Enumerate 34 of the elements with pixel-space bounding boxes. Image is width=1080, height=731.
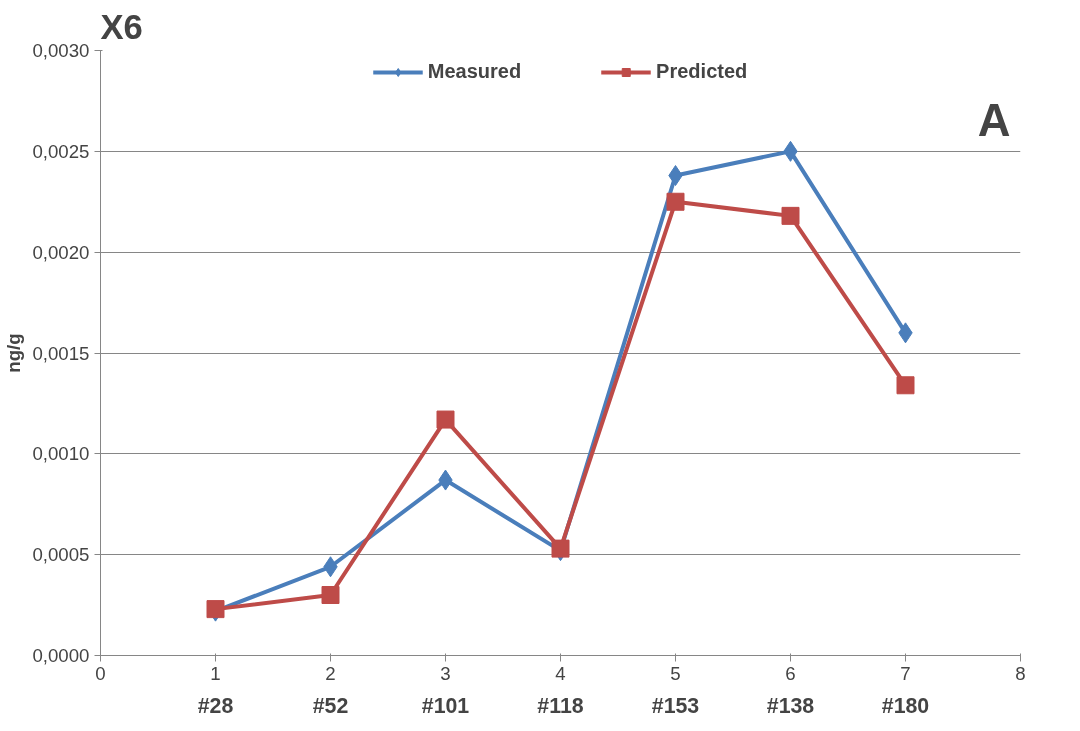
point — [321, 586, 340, 604]
x-tick-label: 8 — [1015, 662, 1026, 684]
y-tick-label: 0,0000 — [32, 645, 90, 666]
x-tick-label: 4 — [555, 662, 566, 684]
y-tick-label: 0,0020 — [32, 241, 90, 263]
text: #101 — [421, 693, 470, 718]
point — [551, 539, 570, 558]
point — [781, 206, 800, 225]
x-tick-label: 1 — [210, 662, 221, 684]
y-tick-label: 0,0010 — [32, 443, 90, 465]
x-tick-label: 2 — [325, 662, 336, 684]
y-tick-label: 0,0025 — [32, 140, 90, 162]
point — [896, 376, 915, 395]
y-tick-label: 0,0005 — [32, 544, 90, 566]
x-tick-label: 6 — [785, 662, 796, 684]
text: #52 — [312, 693, 349, 718]
y-tick-label: 0,0015 — [32, 342, 90, 364]
y-tick-label: 0,0030 — [32, 40, 90, 61]
chart-title: X6 — [100, 7, 143, 46]
text: #180 — [881, 693, 930, 718]
point — [666, 192, 685, 211]
text: #138 — [766, 693, 815, 718]
legend-label: Predicted — [656, 60, 748, 83]
text: #118 — [537, 693, 584, 718]
x-tick-label: 0 — [95, 662, 106, 684]
x-tick-label: 5 — [670, 662, 681, 684]
y-axis-title: ng/g — [3, 333, 25, 373]
text: #153 — [651, 693, 700, 718]
x-tick-label: 7 — [900, 662, 911, 684]
text: #28 — [197, 693, 234, 718]
annotation: A — [977, 94, 1011, 146]
x-tick-label: 3 — [440, 662, 451, 684]
legend-label: Measured — [427, 60, 522, 83]
point — [436, 410, 455, 429]
